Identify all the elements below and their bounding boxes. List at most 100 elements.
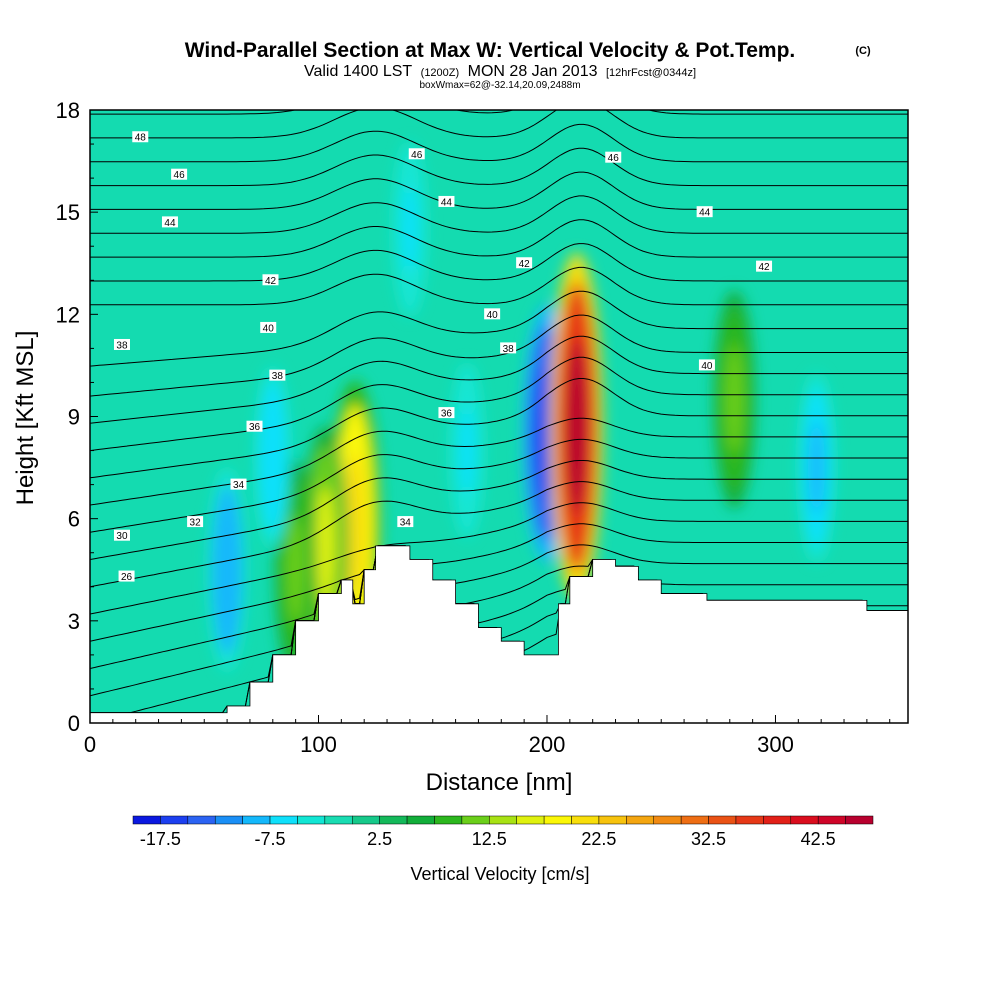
theta-contour-line xyxy=(90,195,908,234)
theta-label-box xyxy=(269,369,286,381)
theta-label-text: 46 xyxy=(411,150,423,161)
y-axis-label: Height [Kft MSL] xyxy=(12,331,39,506)
theta-label-box xyxy=(262,274,279,286)
velocity-feature-core xyxy=(265,411,281,503)
y-tick-label: 6 xyxy=(68,507,80,532)
theta-label: 26 xyxy=(118,570,135,583)
colorbar-tick-label: 42.5 xyxy=(801,829,836,849)
theta-label: 46 xyxy=(408,148,425,161)
theta-label-text: 46 xyxy=(174,170,186,181)
theta-contour-line xyxy=(90,290,908,367)
velocity-feature-core xyxy=(808,420,825,515)
colorbar-swatch xyxy=(352,815,380,825)
theta-label-box xyxy=(187,516,204,528)
theta-label-box xyxy=(132,131,149,143)
theta-contours xyxy=(90,110,908,714)
theta-label: 38 xyxy=(113,338,130,351)
theta-label: 42 xyxy=(262,274,279,287)
theta-contour-line xyxy=(90,356,908,452)
theta-label-box xyxy=(516,257,533,269)
theta-label-text: 46 xyxy=(608,153,620,164)
theta-contour-line xyxy=(90,243,908,282)
theta-label-text: 34 xyxy=(233,480,245,491)
y-tick-label: 12 xyxy=(56,302,80,327)
colorbar-ticks: -17.5 -7.5 2.5 12.5 22.5 32.5 42.5 xyxy=(140,829,836,849)
colorbar-tick-label: 2.5 xyxy=(367,829,392,849)
theta-label-text: 42 xyxy=(519,259,531,270)
theta-label-text: 42 xyxy=(265,276,277,287)
copyright-mark: (C) xyxy=(855,45,871,57)
x-axis: 0 100 200 300 xyxy=(84,715,891,757)
theta-label-text: 40 xyxy=(701,361,713,372)
colorbar-swatch xyxy=(708,815,737,825)
theta-label-text: 44 xyxy=(441,197,453,208)
theta-label: 36 xyxy=(246,420,263,433)
theta-label: 34 xyxy=(230,478,247,491)
theta-label: 48 xyxy=(132,131,149,144)
colorbar-swatch xyxy=(187,815,216,825)
velocity-feature-core xyxy=(459,406,475,495)
box-wmax-note: boxWmax=62@-32.14,20.09,2488m xyxy=(419,80,580,91)
colorbar-swatch xyxy=(379,815,408,825)
colorbar-tick-label: 12.5 xyxy=(472,829,507,849)
theta-label-box xyxy=(113,529,130,541)
colorbar-swatch xyxy=(516,815,545,825)
colorbar-swatch xyxy=(297,815,326,825)
theta-label-box xyxy=(397,516,414,528)
theta-label-box xyxy=(756,260,773,272)
theta-contour-line xyxy=(90,147,908,187)
theta-contour-line xyxy=(90,110,908,115)
theta-label-box xyxy=(500,342,517,354)
theta-contour-line xyxy=(90,219,908,258)
colorbar-swatch xyxy=(160,815,189,825)
theta-contour-line xyxy=(90,481,908,588)
colorbar-swatch xyxy=(845,815,874,825)
theta-label-box xyxy=(696,206,713,218)
colorbar-tick-label: 32.5 xyxy=(691,829,726,849)
theta-contour-line xyxy=(90,523,908,642)
theta-label: 46 xyxy=(171,168,188,181)
y-tick-label: 0 xyxy=(68,711,80,736)
theta-label-box xyxy=(246,420,263,432)
chart-subtitle: Valid 1400 LST (1200Z) MON 28 Jan 2013 [… xyxy=(304,63,696,80)
y-axis: 0 3 6 9 12 15 18 xyxy=(56,98,98,736)
colorbar-swatch xyxy=(406,815,435,825)
theta-label: 44 xyxy=(696,206,713,219)
theta-contour-line xyxy=(90,314,908,397)
theta-label: 42 xyxy=(756,260,773,273)
colorbar-swatch xyxy=(324,815,353,825)
theta-label-text: 36 xyxy=(249,422,261,433)
colorbar-swatch xyxy=(461,815,490,825)
theta-label-box xyxy=(438,195,455,207)
theta-label-text: 44 xyxy=(699,208,711,219)
theta-contour-line xyxy=(90,502,908,615)
plot-area: 48 46 46 46 44 44 44 42 42 42 40 40 40 38 38 38 36 36 34 34… xyxy=(90,110,908,723)
theta-label: 44 xyxy=(161,216,178,229)
colorbar-swatch xyxy=(571,815,600,825)
theta-label-box xyxy=(171,168,188,180)
velocity-feature-core xyxy=(565,339,588,514)
theta-label: 44 xyxy=(438,195,455,208)
theta-label-box xyxy=(484,308,501,320)
velocity-feature-core xyxy=(315,485,335,606)
velocity-feature-core xyxy=(218,518,236,621)
y-tick-label: 9 xyxy=(68,405,80,430)
x-tick-label: 0 xyxy=(84,732,96,757)
theta-contour-line xyxy=(90,417,908,506)
theta-label: 36 xyxy=(438,407,455,420)
theta-label: 40 xyxy=(484,308,501,321)
theta-label-text: 32 xyxy=(190,518,202,529)
colorbar-swatch xyxy=(763,815,792,825)
theta-label: 30 xyxy=(113,529,130,542)
theta-label-text: 48 xyxy=(135,133,147,144)
theta-label: 38 xyxy=(269,369,286,382)
x-tick-label: 200 xyxy=(529,732,566,757)
colorbar-swatch xyxy=(735,815,764,825)
colorbar-swatch xyxy=(242,815,271,825)
x-tick-label: 100 xyxy=(300,732,337,757)
theta-label-text: 40 xyxy=(487,310,499,321)
theta-label-box xyxy=(118,570,135,582)
colorbar-swatch xyxy=(598,815,627,825)
theta-contour-line xyxy=(90,378,908,479)
